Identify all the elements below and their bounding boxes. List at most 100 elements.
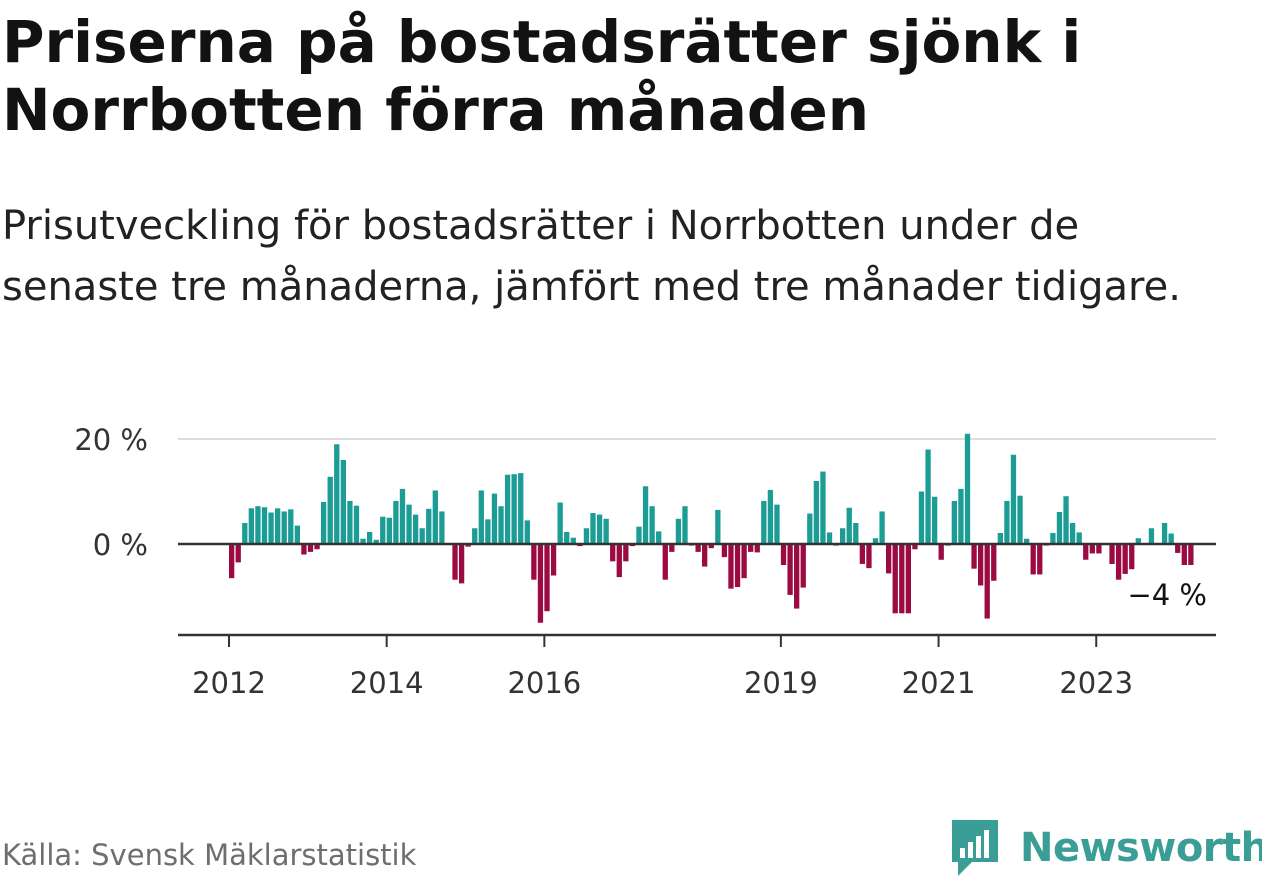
- bar: [1023, 538, 1030, 544]
- bar: [905, 544, 912, 614]
- bar: [984, 544, 990, 619]
- last-value-label: −4 %: [1127, 578, 1207, 612]
- x-tick-label: 2021: [902, 666, 976, 700]
- bar: [465, 544, 471, 547]
- bar: [826, 532, 833, 544]
- bar: [846, 507, 852, 545]
- newsworthy-logo-icon: [952, 820, 998, 876]
- bar: [583, 528, 590, 544]
- x-tick-label: 2014: [350, 666, 424, 700]
- bar: [491, 493, 498, 544]
- bar: [498, 506, 504, 544]
- bar: [590, 513, 596, 545]
- bar: [734, 544, 741, 588]
- bar: [675, 518, 682, 544]
- bar: [1135, 538, 1141, 544]
- bar: [294, 525, 300, 545]
- bar: [353, 505, 360, 544]
- bar: [859, 544, 866, 564]
- bar: [1115, 544, 1122, 580]
- bar: [1122, 544, 1128, 574]
- bar: [1096, 544, 1102, 554]
- bar: [235, 544, 241, 563]
- bar: [419, 528, 425, 544]
- bar: [1069, 523, 1076, 544]
- bar: [1168, 533, 1174, 544]
- bar: [248, 508, 255, 544]
- bar: [702, 544, 708, 567]
- bar: [380, 516, 386, 544]
- bar: [774, 504, 780, 545]
- bar: [767, 489, 774, 544]
- bar: [242, 523, 248, 544]
- bar: [1188, 544, 1194, 565]
- bar: [1181, 544, 1187, 565]
- bar: [393, 500, 399, 544]
- x-tick-label: 2016: [507, 666, 581, 700]
- bar: [991, 544, 997, 581]
- y-tick-label: 0 %: [93, 528, 148, 562]
- bar: [261, 507, 268, 544]
- bar: [800, 544, 806, 588]
- newsworthy-logo: Newsworthy: [950, 818, 1262, 878]
- bar: [307, 544, 314, 552]
- bar: [603, 518, 609, 544]
- bar: [281, 511, 287, 544]
- bar: [406, 504, 412, 545]
- bar: [813, 481, 820, 544]
- bar: [748, 544, 754, 552]
- page-title: Priserna på bostadsrätter sjönk i Norrbo…: [2, 8, 1082, 144]
- bar: [840, 528, 846, 544]
- bar: [504, 474, 511, 544]
- bar: [931, 496, 938, 544]
- bar: [964, 433, 971, 544]
- bar: [656, 531, 662, 544]
- bar: [1010, 454, 1017, 544]
- bar: [958, 488, 964, 545]
- bar: [1030, 544, 1036, 575]
- bar: [642, 486, 649, 544]
- bar: [1148, 528, 1155, 544]
- bar: [426, 508, 432, 544]
- bar: [229, 544, 235, 579]
- bar: [518, 473, 524, 545]
- x-tick-label: 2023: [1059, 666, 1133, 700]
- bar: [951, 500, 957, 544]
- bar: [531, 544, 537, 580]
- bar: [616, 544, 622, 578]
- bar: [327, 476, 333, 544]
- bar: [524, 520, 530, 545]
- bar: [872, 538, 879, 544]
- bar: [761, 500, 767, 544]
- bar: [938, 544, 944, 560]
- bar: [472, 528, 478, 544]
- bar: [1050, 532, 1056, 544]
- bar: [853, 523, 859, 544]
- bar: [925, 449, 931, 544]
- bar: [912, 544, 918, 550]
- bar: [255, 506, 261, 544]
- bar: [669, 544, 675, 552]
- brand-name: Newsworthy: [1020, 825, 1262, 871]
- bar: [1017, 495, 1023, 544]
- bar: [1175, 544, 1181, 553]
- bar: [977, 544, 984, 586]
- bar: [918, 491, 925, 544]
- bar: [1037, 544, 1043, 575]
- bar: [544, 544, 550, 612]
- bar: [314, 544, 320, 550]
- bar: [478, 490, 484, 544]
- x-tick-label: 2012: [192, 666, 266, 700]
- bar: [1161, 523, 1168, 544]
- bar: [1063, 496, 1069, 544]
- bar: [340, 460, 346, 544]
- bar: [623, 544, 629, 562]
- bar: [728, 544, 734, 589]
- x-tick-label: 2019: [744, 666, 818, 700]
- bar: [373, 539, 379, 544]
- bar: [1109, 544, 1115, 564]
- chart-subtitle: Prisutveckling för bostadsrätter i Norrb…: [2, 203, 1181, 310]
- bar: [386, 517, 392, 544]
- bar: [682, 506, 688, 544]
- bar: [347, 500, 353, 544]
